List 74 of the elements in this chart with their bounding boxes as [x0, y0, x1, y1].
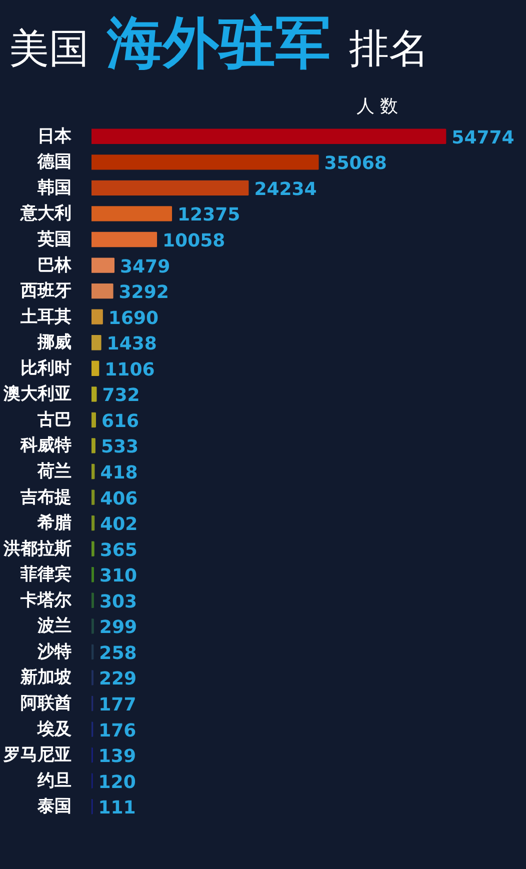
bar: [92, 464, 95, 480]
bar: [92, 335, 102, 350]
y-tick-label: 澳大利亚: [2, 384, 72, 404]
y-tick-label: 罗马尼亚: [2, 745, 72, 766]
y-tick-label: 泰国: [36, 796, 72, 817]
bar: [92, 567, 94, 582]
data-label: 10058: [162, 230, 226, 252]
y-tick-label: 洪都拉斯: [2, 538, 72, 559]
y-tick-label: 荷兰: [36, 462, 72, 482]
data-label: 406: [100, 488, 138, 510]
bar: [92, 258, 114, 273]
chart-title: 美国 海外驻军 排名: [9, 11, 429, 76]
bar: [92, 386, 97, 402]
bar: [92, 128, 446, 144]
y-tick-label: 波兰: [36, 616, 72, 636]
y-tick-label: 韩国: [36, 178, 72, 198]
data-label: 533: [100, 436, 139, 458]
y-tick-label: 希腊: [36, 513, 72, 534]
data-label: 54774: [452, 127, 514, 148]
data-label: 139: [98, 746, 136, 768]
y-tick-label: 古巴: [36, 410, 72, 430]
y-tick-label: 意大利: [20, 204, 72, 224]
bar: [92, 232, 158, 248]
x-axis-title: 人 数: [355, 95, 399, 119]
bar: [92, 541, 94, 556]
data-label: 418: [100, 462, 138, 484]
bar: [92, 515, 95, 531]
data-label: 35068: [324, 153, 387, 174]
data-label: 1438: [106, 334, 157, 355]
bar: [92, 206, 172, 222]
data-label: 402: [100, 514, 138, 536]
data-label: 176: [98, 720, 136, 742]
bar: [92, 283, 114, 299]
data-label: 111: [98, 798, 136, 819]
y-tick-label: 吉布提: [20, 487, 72, 508]
data-label: 258: [99, 642, 137, 664]
data-label: 229: [98, 668, 137, 690]
data-label: 1690: [108, 308, 159, 329]
data-label: 303: [99, 591, 138, 612]
y-tick-label: 日本: [38, 126, 72, 146]
y-tick-label: 科威特: [20, 436, 72, 456]
bar: [92, 154, 319, 170]
data-label: 616: [101, 410, 140, 432]
data-label: 12375: [178, 204, 240, 226]
bar: [92, 412, 96, 428]
y-tick-label: 新加坡: [20, 668, 72, 688]
bar: [92, 360, 100, 376]
data-label: 3292: [118, 282, 169, 304]
data-label: 177: [98, 694, 136, 716]
bar: [92, 490, 95, 505]
y-tick-label: 西班牙: [20, 281, 72, 302]
y-tick-label: 比利时: [20, 358, 72, 378]
y-tick-label: 约旦: [36, 770, 72, 791]
data-label: 310: [100, 566, 138, 587]
data-label: 299: [99, 617, 138, 638]
y-tick-label: 巴林: [38, 255, 72, 276]
data-label: 732: [102, 385, 140, 406]
data-label: 3479: [120, 256, 170, 278]
y-tick-label: 土耳其: [20, 306, 72, 327]
bar: [92, 438, 96, 454]
bar: [92, 309, 103, 324]
y-tick-label: 德国: [36, 152, 72, 172]
y-tick-label: 阿联酋: [20, 694, 72, 714]
data-label: 365: [100, 540, 138, 561]
y-tick-label: 卡塔尔: [20, 590, 72, 610]
y-tick-label: 沙特: [36, 642, 72, 662]
y-tick-label: 英国: [36, 230, 72, 250]
y-tick-label: 挪威: [36, 332, 72, 353]
data-label: 24234: [254, 178, 317, 200]
y-tick-label: 菲律宾: [20, 564, 72, 585]
bar: [92, 180, 249, 196]
y-tick-label: 埃及: [36, 719, 72, 740]
data-label: 120: [98, 772, 136, 793]
data-label: 1106: [104, 359, 155, 380]
